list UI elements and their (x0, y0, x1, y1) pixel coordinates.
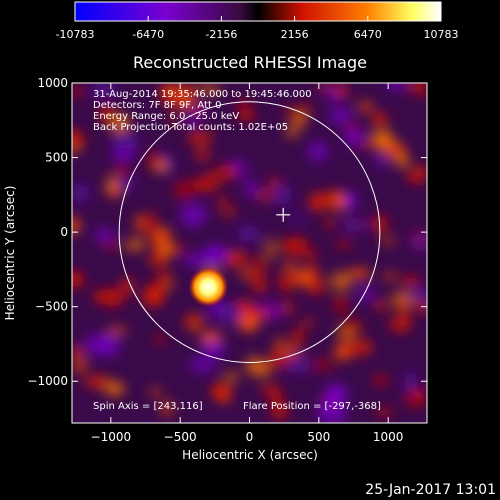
x-tick-label: −1000 (91, 430, 132, 444)
x-axis: −1000 −500 0 500 1000 (91, 83, 404, 444)
y-tick-label: −1000 (27, 374, 68, 388)
energy-range-text: Energy Range: 6.0 - 25.0 keV (93, 111, 239, 122)
colorbar-tick-label: -6470 (132, 28, 164, 41)
solar-limb-circle (118, 101, 381, 363)
x-tick-label: 0 (246, 430, 254, 444)
y-tick-label: −500 (35, 300, 68, 314)
detectors-text: Detectors: 7F 8F 9F, Att 0 (93, 100, 221, 111)
y-axis: 1000 500 0 −500 −1000 (27, 76, 427, 388)
x-tick-label: 500 (307, 430, 330, 444)
colorbar-tick-label: 10783 (424, 28, 459, 41)
x-tick-label: 1000 (373, 430, 404, 444)
colorbar-tick-label: 6470 (354, 28, 382, 41)
method-text: Back Projection (93, 122, 170, 133)
flare-position-text: Flare Position = [-297,-368] (243, 401, 381, 412)
spin-axis-text: Spin Axis = [243,116] (93, 401, 203, 412)
chart-title: Reconstructed RHESSI Image (133, 53, 367, 72)
colorbar-tick-label: -10783 (56, 28, 95, 41)
x-tick-label: −500 (164, 430, 197, 444)
total-counts-text: Total counts: 1.02E+05 (171, 122, 288, 133)
y-tick-label: 0 (60, 225, 68, 239)
colorbar-ticks: -10783 -6470 -2156 2156 6470 10783 (56, 16, 459, 41)
y-axis-label: Heliocentric Y (arcsec) (3, 186, 17, 321)
flare-source (188, 267, 229, 307)
colorbar-tick-label: -2156 (205, 28, 237, 41)
colorbar-tick-label: 2156 (281, 28, 309, 41)
time-range-text: 31-Aug-2014 19:35:46.000 to 19:45:46.000 (93, 89, 312, 100)
spin-axis-marker (276, 207, 291, 222)
x-axis-label: Heliocentric X (arcsec) (182, 448, 318, 462)
heatmap-area (72, 83, 427, 423)
colorbar (74, 1, 442, 22)
y-tick-label: 500 (45, 151, 68, 165)
y-tick-label: 1000 (37, 76, 68, 90)
footer-timestamp: 25-Jan-2017 13:01 (365, 482, 496, 498)
